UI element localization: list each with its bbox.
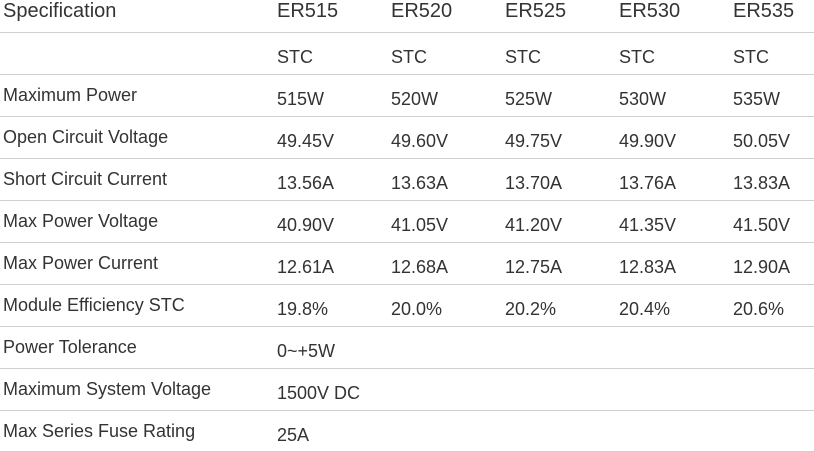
value-cell: 12.90A	[733, 257, 791, 277]
value-cell: 20.0%	[391, 299, 443, 319]
value-cell: 13.83A	[733, 173, 791, 193]
row-divider	[0, 242, 814, 243]
value-cell: 41.05V	[391, 215, 449, 235]
column-header: ER535	[733, 0, 795, 22]
row-divider	[0, 284, 814, 285]
row-label: Module Efficiency STC	[3, 295, 185, 315]
value-cell: 49.60V	[391, 131, 449, 151]
condition-cell: STC	[277, 47, 313, 67]
value-cell: 50.05V	[733, 131, 791, 151]
value-cell: 13.76A	[619, 173, 677, 193]
condition-cell: STC	[391, 47, 427, 67]
value-cell: 12.75A	[505, 257, 563, 277]
header-label: Specification	[3, 0, 117, 22]
value-cell: 520W	[391, 89, 439, 109]
value-cell: 13.70A	[505, 173, 563, 193]
value-cell: 12.61A	[277, 257, 335, 277]
condition-cell: STC	[733, 47, 769, 67]
value-cell: 41.20V	[505, 215, 563, 235]
column-header: ER520	[391, 0, 453, 22]
value-cell: 0~+5W	[277, 341, 336, 361]
row-divider	[0, 200, 814, 201]
row-divider	[0, 116, 814, 117]
value-cell: 49.45V	[277, 131, 335, 151]
column-header: ER530	[619, 0, 681, 22]
row-divider	[0, 410, 814, 411]
value-cell: 515W	[277, 89, 325, 109]
value-cell: 49.90V	[619, 131, 677, 151]
row-divider	[0, 158, 814, 159]
value-cell: 12.83A	[619, 257, 677, 277]
value-cell: 12.68A	[391, 257, 449, 277]
row-divider	[0, 368, 814, 369]
row-divider	[0, 326, 814, 327]
row-divider	[0, 74, 814, 75]
value-cell: 20.6%	[733, 299, 785, 319]
row-label: Max Power Voltage	[3, 211, 159, 231]
row-label: Max Series Fuse Rating	[3, 421, 196, 441]
value-cell: 13.63A	[391, 173, 449, 193]
value-cell: 41.35V	[619, 215, 677, 235]
value-cell: 1500V DC	[277, 383, 361, 403]
value-cell: 20.2%	[505, 299, 557, 319]
value-cell: 535W	[733, 89, 781, 109]
value-cell: 49.75V	[505, 131, 563, 151]
value-cell: 20.4%	[619, 299, 671, 319]
value-cell: 19.8%	[277, 299, 329, 319]
row-label: Short Circuit Current	[3, 169, 168, 189]
value-cell: 530W	[619, 89, 667, 109]
row-divider	[0, 32, 814, 33]
row-label: Maximum Power	[3, 85, 138, 105]
row-label: Max Power Current	[3, 253, 159, 273]
condition-cell: STC	[505, 47, 541, 67]
value-cell: 40.90V	[277, 215, 335, 235]
column-header: ER515	[277, 0, 339, 22]
condition-cell: STC	[619, 47, 655, 67]
row-label: Open Circuit Voltage	[3, 127, 169, 147]
value-cell: 13.56A	[277, 173, 335, 193]
row-label: Power Tolerance	[3, 337, 137, 357]
row-label: Maximum System Voltage	[3, 379, 212, 399]
value-cell: 41.50V	[733, 215, 791, 235]
value-cell: 525W	[505, 89, 553, 109]
value-cell: 25A	[277, 425, 310, 445]
column-header: ER525	[505, 0, 567, 22]
